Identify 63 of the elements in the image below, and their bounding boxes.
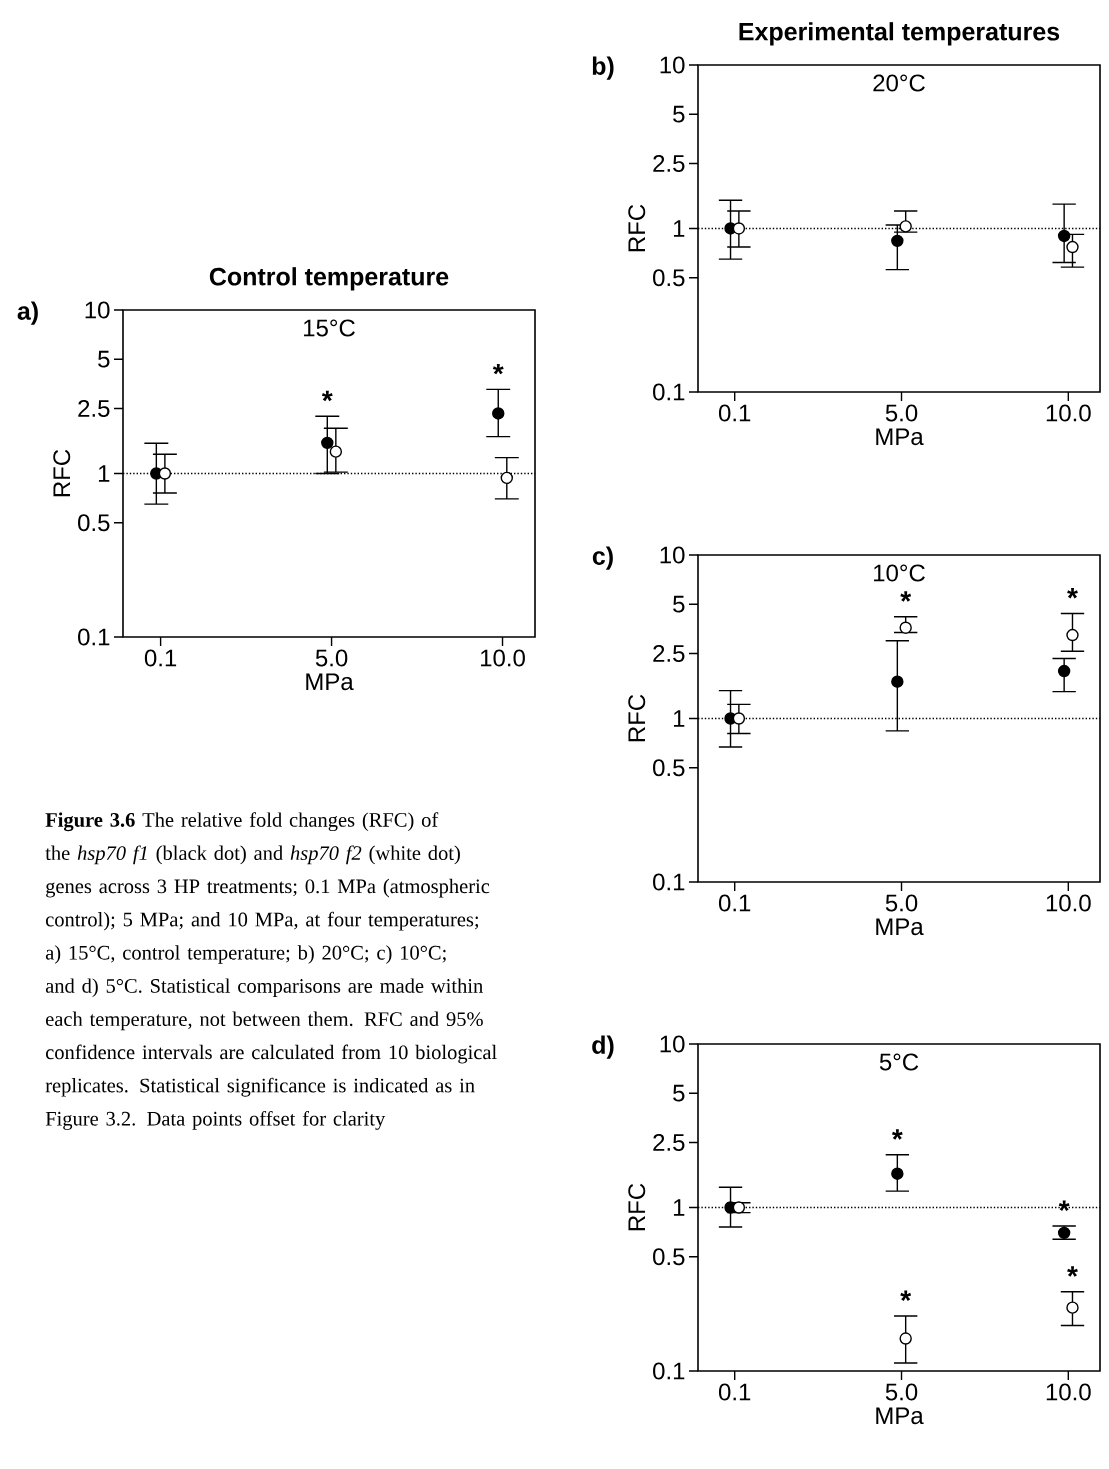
x-axis-title: MPa <box>306 673 354 691</box>
x-axis-title: MPa <box>876 918 924 936</box>
x-tick-label: 10.0 <box>1046 1383 1091 1401</box>
text: d) <box>592 1035 614 1059</box>
y-tick-label: 10 <box>660 1035 685 1053</box>
x-tick-label: 10.0 <box>1046 404 1091 422</box>
annotation: * <box>1067 1266 1078 1277</box>
y-axis-title: RFC <box>628 204 646 252</box>
y-tick-label: 0.5 <box>78 514 110 532</box>
y-tick-label: 0.1 <box>653 873 685 891</box>
y-tick-label: 0.5 <box>653 269 685 287</box>
y-tick-label: 0.1 <box>78 628 110 646</box>
x-tick-label: 0.1 <box>718 404 751 422</box>
y-tick-label: 10 <box>660 56 685 74</box>
y-tick-label: 1 <box>673 710 685 727</box>
y-tick-label: 10 <box>85 301 110 319</box>
y-tick-label: 0.1 <box>653 1362 685 1380</box>
annotation: * <box>492 363 504 375</box>
annotation: 10°C <box>874 564 925 582</box>
y-tick-label: 10 <box>660 546 685 564</box>
annotation: * <box>1058 1200 1070 1212</box>
x-axis-title: MPa <box>876 1407 924 1425</box>
x-tick-label: 0.1 <box>718 894 751 912</box>
chart-title: Experimental temperatures <box>739 22 1060 46</box>
x-tick-label: 5.0 <box>885 1383 918 1401</box>
text: b) <box>592 56 614 80</box>
x-tick-label: 0.1 <box>144 649 177 667</box>
y-tick-label: 1 <box>673 220 685 237</box>
y-tick-label: 5 <box>673 105 685 123</box>
x-tick-label: 5.0 <box>885 894 918 912</box>
y-axis-title: RFC <box>628 1183 646 1231</box>
y-tick-label: 0.5 <box>653 759 685 777</box>
chart-title: Control temperature <box>209 267 449 291</box>
y-tick-label: 5 <box>673 1084 685 1102</box>
annotation: 20°C <box>873 74 925 92</box>
annotation: * <box>900 591 912 602</box>
annotation: * <box>321 390 333 402</box>
x-tick-label: 0.1 <box>718 1383 751 1401</box>
annotation: * <box>1067 587 1078 599</box>
x-axis-title: MPa <box>876 428 924 446</box>
y-tick-label: 2.5 <box>653 1133 685 1151</box>
annotation: * <box>900 1290 912 1301</box>
y-axis-title: RFC <box>53 449 71 497</box>
annotation: 5°C <box>879 1053 919 1071</box>
y-tick-label: 0.5 <box>653 1248 685 1266</box>
y-tick-label: 2.5 <box>78 399 110 417</box>
x-tick-label: 5.0 <box>315 649 348 667</box>
annotation: * <box>891 1129 903 1140</box>
text: c) <box>592 546 613 570</box>
y-tick-label: 1 <box>673 1199 685 1216</box>
x-tick-label: 10.0 <box>1046 894 1091 912</box>
text: a) <box>17 301 38 325</box>
text: Figure 3.6 The relative fold changes (RFC) of the hsp70 f1 (black dot) and hsp70 f2 (white dot) genes across 3 HP treatments; 0.1 MPa (atmospheric control); 5 MPa; and 10 MPa, at four temperatures; a) 15°C, control temperature; b) 20°C; c) 10°C; and d) 5°C. Statistical comparisons are made within each temperature, not between them. RFC and 95% confidence intervals are calculated from 10 biological replicates. Statistical significance is indicated as in Figure 3.2. Data points offset for clarity <box>45 812 497 1130</box>
y-tick-label: 2.5 <box>653 644 685 662</box>
y-tick-label: 2.5 <box>653 154 685 172</box>
y-tick-label: 5 <box>673 595 685 613</box>
x-tick-label: 5.0 <box>885 404 918 422</box>
y-tick-label: 1 <box>98 465 110 482</box>
y-tick-label: 0.1 <box>653 383 685 401</box>
y-tick-label: 5 <box>98 350 110 368</box>
annotation: 15°C <box>304 319 355 337</box>
x-tick-label: 10.0 <box>481 649 525 667</box>
y-axis-title: RFC <box>628 694 646 742</box>
